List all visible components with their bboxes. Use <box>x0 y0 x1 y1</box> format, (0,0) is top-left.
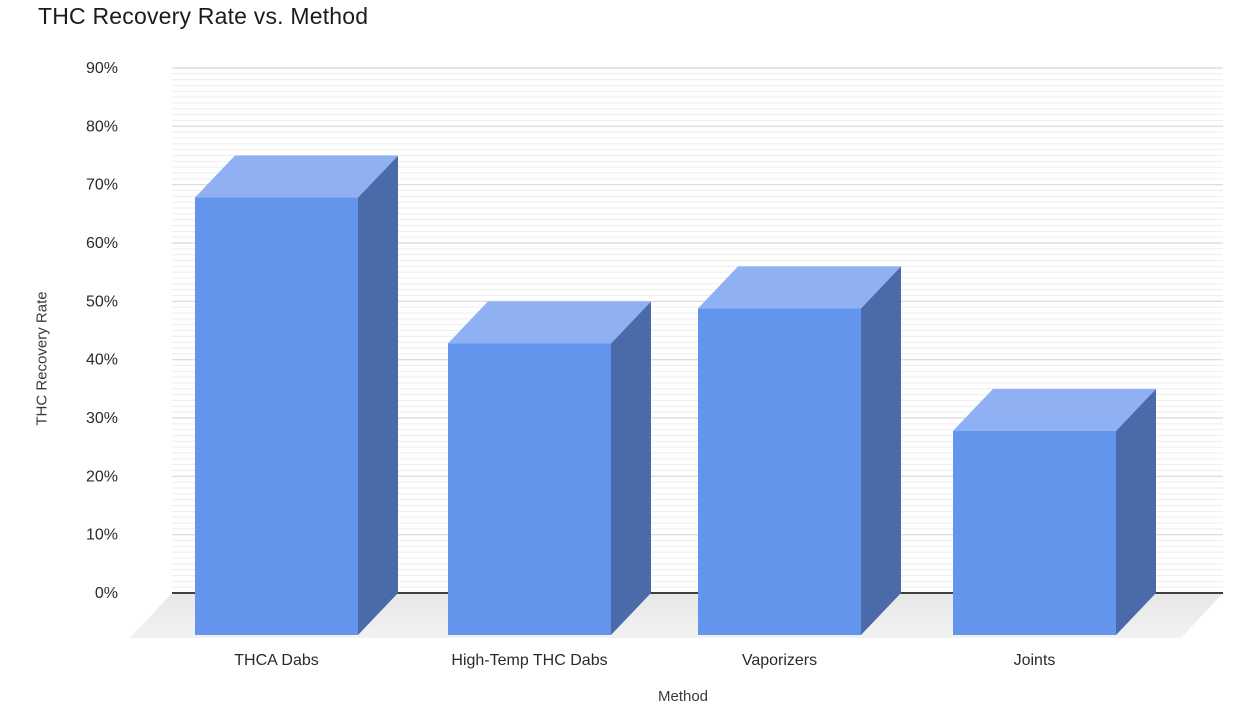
bar-side-face <box>358 155 398 635</box>
bar-top-face <box>195 155 398 198</box>
y-tick-label: 70% <box>86 177 118 194</box>
x-category-label: THCA Dabs <box>234 652 318 669</box>
bar-vaporizers[interactable] <box>698 266 901 635</box>
bar-top-face <box>448 301 651 344</box>
bar-top-face <box>953 388 1156 431</box>
bars <box>195 155 1156 636</box>
bar-joints[interactable] <box>953 388 1156 635</box>
y-tick-label: 60% <box>86 235 118 252</box>
bar-front-face <box>953 430 1116 635</box>
x-category-label: Joints <box>1014 652 1056 669</box>
bar-side-face <box>611 301 651 635</box>
y-tick-label: 40% <box>86 352 118 369</box>
x-category-labels: THCA Dabs High-Temp THC Dabs Vaporizers Joi… <box>234 652 1055 669</box>
y-tick-labels: 0% 10% 20% 30% 40% 50% 60% 70% 80% 90% <box>86 60 118 602</box>
x-category-label: High-Temp THC Dabs <box>451 652 607 669</box>
y-tick-label: 90% <box>86 60 118 77</box>
bar-front-face <box>698 308 861 635</box>
chart-title: THC Recovery Rate vs. Method <box>38 3 369 29</box>
y-tick-label: 20% <box>86 468 118 485</box>
y-axis-title: THC Recovery Rate <box>33 291 51 426</box>
y-tick-label: 0% <box>95 585 118 602</box>
x-axis-title: Method <box>657 688 709 705</box>
bar-high-temp-thc-dabs[interactable] <box>448 301 651 635</box>
chart-floor <box>130 593 1223 638</box>
bar-top-face <box>698 266 901 309</box>
bar-thca-dabs[interactable] <box>195 155 398 636</box>
y-tick-label: 10% <box>86 527 118 544</box>
bar-front-face <box>195 197 358 635</box>
y-tick-label: 30% <box>86 410 118 427</box>
bar-front-face <box>448 343 611 635</box>
y-tick-label: 50% <box>86 293 118 310</box>
y-tick-label: 80% <box>86 118 118 135</box>
x-category-label: Vaporizers <box>742 652 817 669</box>
bar-side-face <box>1116 388 1156 635</box>
bar-side-face <box>861 266 901 635</box>
